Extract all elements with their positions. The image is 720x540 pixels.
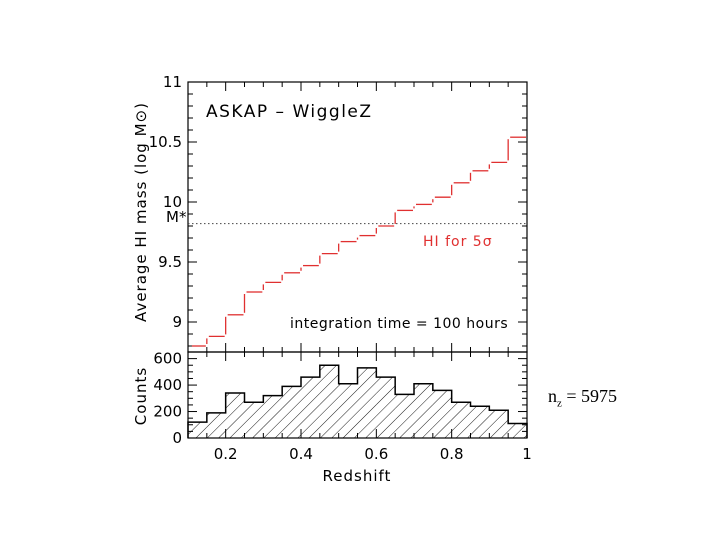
mstar-label: M* [166,208,187,226]
lower-y-axis-label: Counts [132,367,150,425]
lower-y-tick-label: 0 [172,429,182,447]
x-tick-label: 0.6 [364,445,388,463]
x-tick-label: 1 [522,445,532,463]
lower-y-tick-label: 400 [153,376,182,394]
histogram-bar [470,406,490,438]
integration-time-annotation: integration time = 100 hours [290,316,508,332]
histogram-outline [187,364,528,438]
upper-plot-frame [187,81,528,353]
histogram-bar [395,394,414,438]
hi-mass-panel: 9 9.5 10 10.5 11 ASKAP – WiggleZ HI for 5σ i… [132,73,528,353]
histogram-bar [263,395,283,438]
nz-prefix: n [548,386,557,406]
histogram-bar [301,377,320,438]
hi-mass-series [191,136,526,347]
counts-panel: 0 200 400 600 0.2 0.4 0.6 0.8 1 Counts Redshift [132,350,532,485]
histogram-bar [206,412,226,438]
histogram-bar [282,386,301,438]
nz-subscript: z [557,397,562,410]
histogram-bar [376,377,396,438]
histogram-bar [338,383,358,438]
chart-title: ASKAP – WiggleZ [206,102,373,122]
histogram-bar [414,383,433,438]
histogram-bar [508,423,527,438]
lower-y-tick-label: 600 [153,350,182,368]
sample-size-note: nz = 5975 [548,386,617,410]
x-tick-label: 0.8 [440,445,464,463]
hi-5sigma-annotation: HI for 5σ [423,234,493,250]
x-axis-label: Redshift [323,467,392,485]
upper-y-tick-label: 10 [163,193,182,211]
histogram-bar [225,393,245,438]
upper-y-tick-label: 9.5 [158,253,182,271]
histogram-bar [451,402,471,438]
histogram-bar [432,390,452,438]
histogram-bar [244,402,264,438]
histogram-bar [357,367,377,438]
upper-y-axis-label: Average HI mass (log M⊙) [132,102,150,322]
x-tick-label: 0.4 [289,445,313,463]
lower-y-tick-label: 200 [153,403,182,421]
x-tick-label: 0.2 [214,445,238,463]
nz-value: = 5975 [561,386,618,406]
upper-y-tick-label: 9 [172,313,182,331]
histogram-bar [319,365,339,438]
histogram-bar [188,422,207,438]
histogram-bar [489,410,509,438]
upper-y-tick-label: 10.5 [149,133,182,151]
upper-y-tick-label: 11 [163,73,182,91]
